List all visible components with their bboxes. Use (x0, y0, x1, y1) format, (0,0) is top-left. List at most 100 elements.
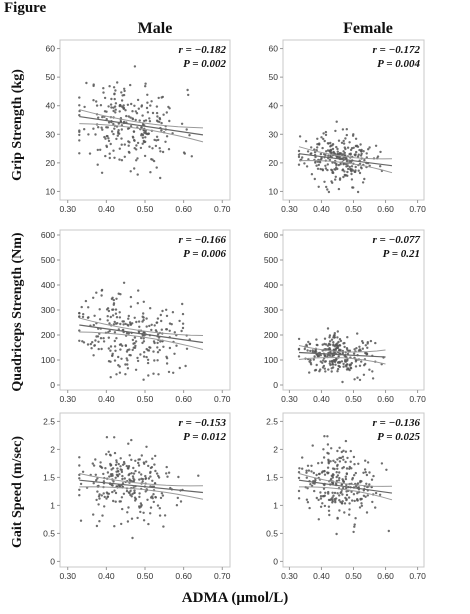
panel-4-point (130, 517, 134, 520)
panel-1-point (347, 167, 350, 171)
panel-5-point (320, 461, 324, 464)
panel-4-xtick-label: 0.30 (59, 571, 76, 581)
panel-2-point (148, 324, 151, 328)
panel-2-point (128, 321, 132, 324)
panel-0-point (140, 126, 143, 129)
panel-0-point (155, 135, 159, 138)
panel-4-point (109, 464, 112, 467)
panel-5-xtick-label: 0.50 (345, 571, 362, 581)
panel-4-point (131, 475, 135, 478)
panel-4-point (119, 457, 122, 460)
panel-2-ytick-label: 100 (41, 355, 55, 365)
panel-5-point (353, 523, 356, 526)
panel-1-point (336, 147, 339, 151)
panel-5-point (335, 532, 338, 536)
panel-1-point (335, 145, 338, 149)
panel-5-point (350, 490, 353, 493)
panel-0-point (103, 135, 106, 139)
panel-0-point (165, 111, 168, 114)
panel-1-point (297, 155, 301, 159)
panel-2-point (113, 331, 117, 334)
panel-3-r-value: r = −0.077 (373, 234, 421, 246)
panel-2-point (180, 329, 183, 333)
panel-0-point (118, 158, 121, 161)
panel-3-point (353, 378, 356, 381)
panel-0-point (112, 132, 115, 136)
panel-5-point (322, 487, 326, 490)
panel-3-point (328, 360, 332, 363)
panel-0-point (120, 128, 124, 131)
panel-0-point (155, 111, 159, 115)
panel-2-point (181, 302, 184, 306)
panel-1-point (321, 169, 325, 172)
panel-0-point (187, 93, 190, 97)
panel-2-point (119, 343, 123, 346)
panel-0-point (143, 154, 147, 158)
panel-1-point (346, 170, 349, 174)
panel-2-point (124, 344, 128, 348)
panel-2-point (110, 297, 114, 301)
panel-4-point (94, 458, 97, 461)
panel-4-point (165, 465, 168, 469)
panel-5-point (366, 494, 369, 497)
panel-3-point (362, 373, 366, 376)
panel-4-point (105, 497, 108, 500)
panel-3-point (297, 337, 301, 341)
panel-3-point (338, 365, 341, 368)
panel-3-ytick-label: 600 (264, 230, 278, 240)
panel-2-fit-line (79, 324, 204, 344)
panel-5-ci-upper (298, 473, 393, 487)
panel-4-point (102, 492, 105, 495)
panel-2-point (153, 359, 156, 362)
panel-0-point (96, 148, 100, 152)
panel-4-ci-upper (79, 473, 204, 487)
panel-3-point (371, 377, 375, 380)
panel-0-point (131, 110, 134, 113)
panel-2-point (135, 320, 138, 324)
panel-1-point (334, 129, 337, 133)
panel-0-point (135, 112, 139, 115)
panel-4-point (128, 478, 131, 481)
panel-4-point (138, 492, 141, 495)
panel-1-point (337, 163, 340, 167)
panel-5-point (341, 455, 345, 458)
panel-3-point (316, 355, 320, 358)
panel-4-point (120, 496, 124, 499)
panel-3-point (358, 378, 362, 382)
panel-5-point (354, 485, 358, 488)
panel-2-point (126, 359, 129, 362)
panel-5-ytick-label: 1.5 (266, 472, 278, 482)
panel-2-point (145, 325, 148, 328)
panel-1-point (334, 175, 337, 178)
panel-2-point (84, 299, 88, 303)
panel-0-point (120, 137, 123, 140)
panel-4-point (133, 489, 136, 492)
panel-0-point (92, 127, 95, 130)
panel-5-point (310, 464, 313, 467)
panel-1-ytick-label: 60 (269, 44, 279, 54)
panel-2-point (95, 291, 98, 294)
panel-0-point (122, 104, 125, 107)
panel-1-point (325, 185, 328, 189)
panel-2-point (78, 315, 81, 319)
panel-4-point (113, 436, 116, 439)
panel-4-point (179, 500, 183, 503)
panel-3-point (324, 360, 327, 363)
panel-2-point (175, 344, 178, 347)
panel-0-point (162, 113, 165, 116)
panel-4-point (98, 497, 101, 500)
panel-2-point (122, 281, 126, 284)
panel-3-point (336, 336, 339, 339)
panel-0-point (155, 166, 158, 169)
panel-2-point (184, 364, 187, 368)
panel-1-point (354, 154, 357, 157)
panel-4-point (112, 480, 115, 483)
panel-5-point (364, 495, 367, 498)
panel-5-point (370, 478, 374, 481)
panel-3-point (360, 360, 363, 363)
panel-5-point (354, 471, 357, 475)
panel-4-point (177, 475, 180, 479)
panel-3-point (309, 349, 312, 353)
panel-0-ci-upper (79, 109, 204, 129)
panel-2-point (156, 341, 159, 345)
